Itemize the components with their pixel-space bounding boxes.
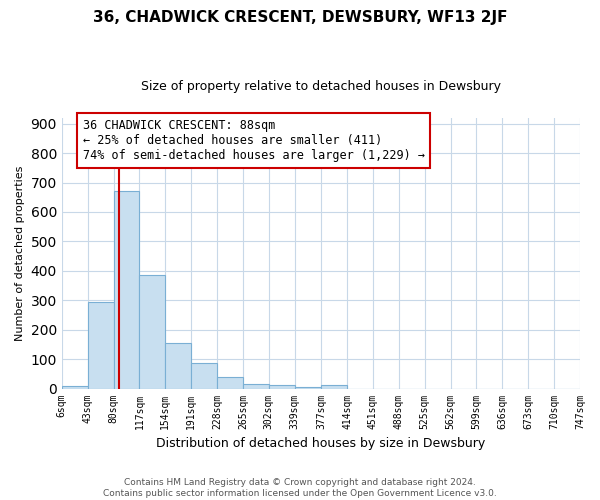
- Text: 36 CHADWICK CRESCENT: 88sqm
← 25% of detached houses are smaller (411)
74% of se: 36 CHADWICK CRESCENT: 88sqm ← 25% of det…: [83, 119, 425, 162]
- Bar: [62, 386, 88, 388]
- Text: 36, CHADWICK CRESCENT, DEWSBURY, WF13 2JF: 36, CHADWICK CRESCENT, DEWSBURY, WF13 2J…: [93, 10, 507, 25]
- Bar: [191, 363, 217, 388]
- Bar: [295, 387, 321, 388]
- Y-axis label: Number of detached properties: Number of detached properties: [15, 166, 25, 341]
- Title: Size of property relative to detached houses in Dewsbury: Size of property relative to detached ho…: [141, 80, 501, 93]
- Bar: [217, 377, 243, 388]
- Bar: [88, 302, 113, 388]
- Bar: [113, 191, 139, 388]
- Bar: [139, 275, 165, 388]
- Text: Contains HM Land Registry data © Crown copyright and database right 2024.
Contai: Contains HM Land Registry data © Crown c…: [103, 478, 497, 498]
- Bar: [321, 386, 347, 388]
- Bar: [243, 384, 269, 388]
- Bar: [165, 343, 191, 388]
- Bar: [269, 385, 295, 388]
- X-axis label: Distribution of detached houses by size in Dewsbury: Distribution of detached houses by size …: [156, 437, 485, 450]
